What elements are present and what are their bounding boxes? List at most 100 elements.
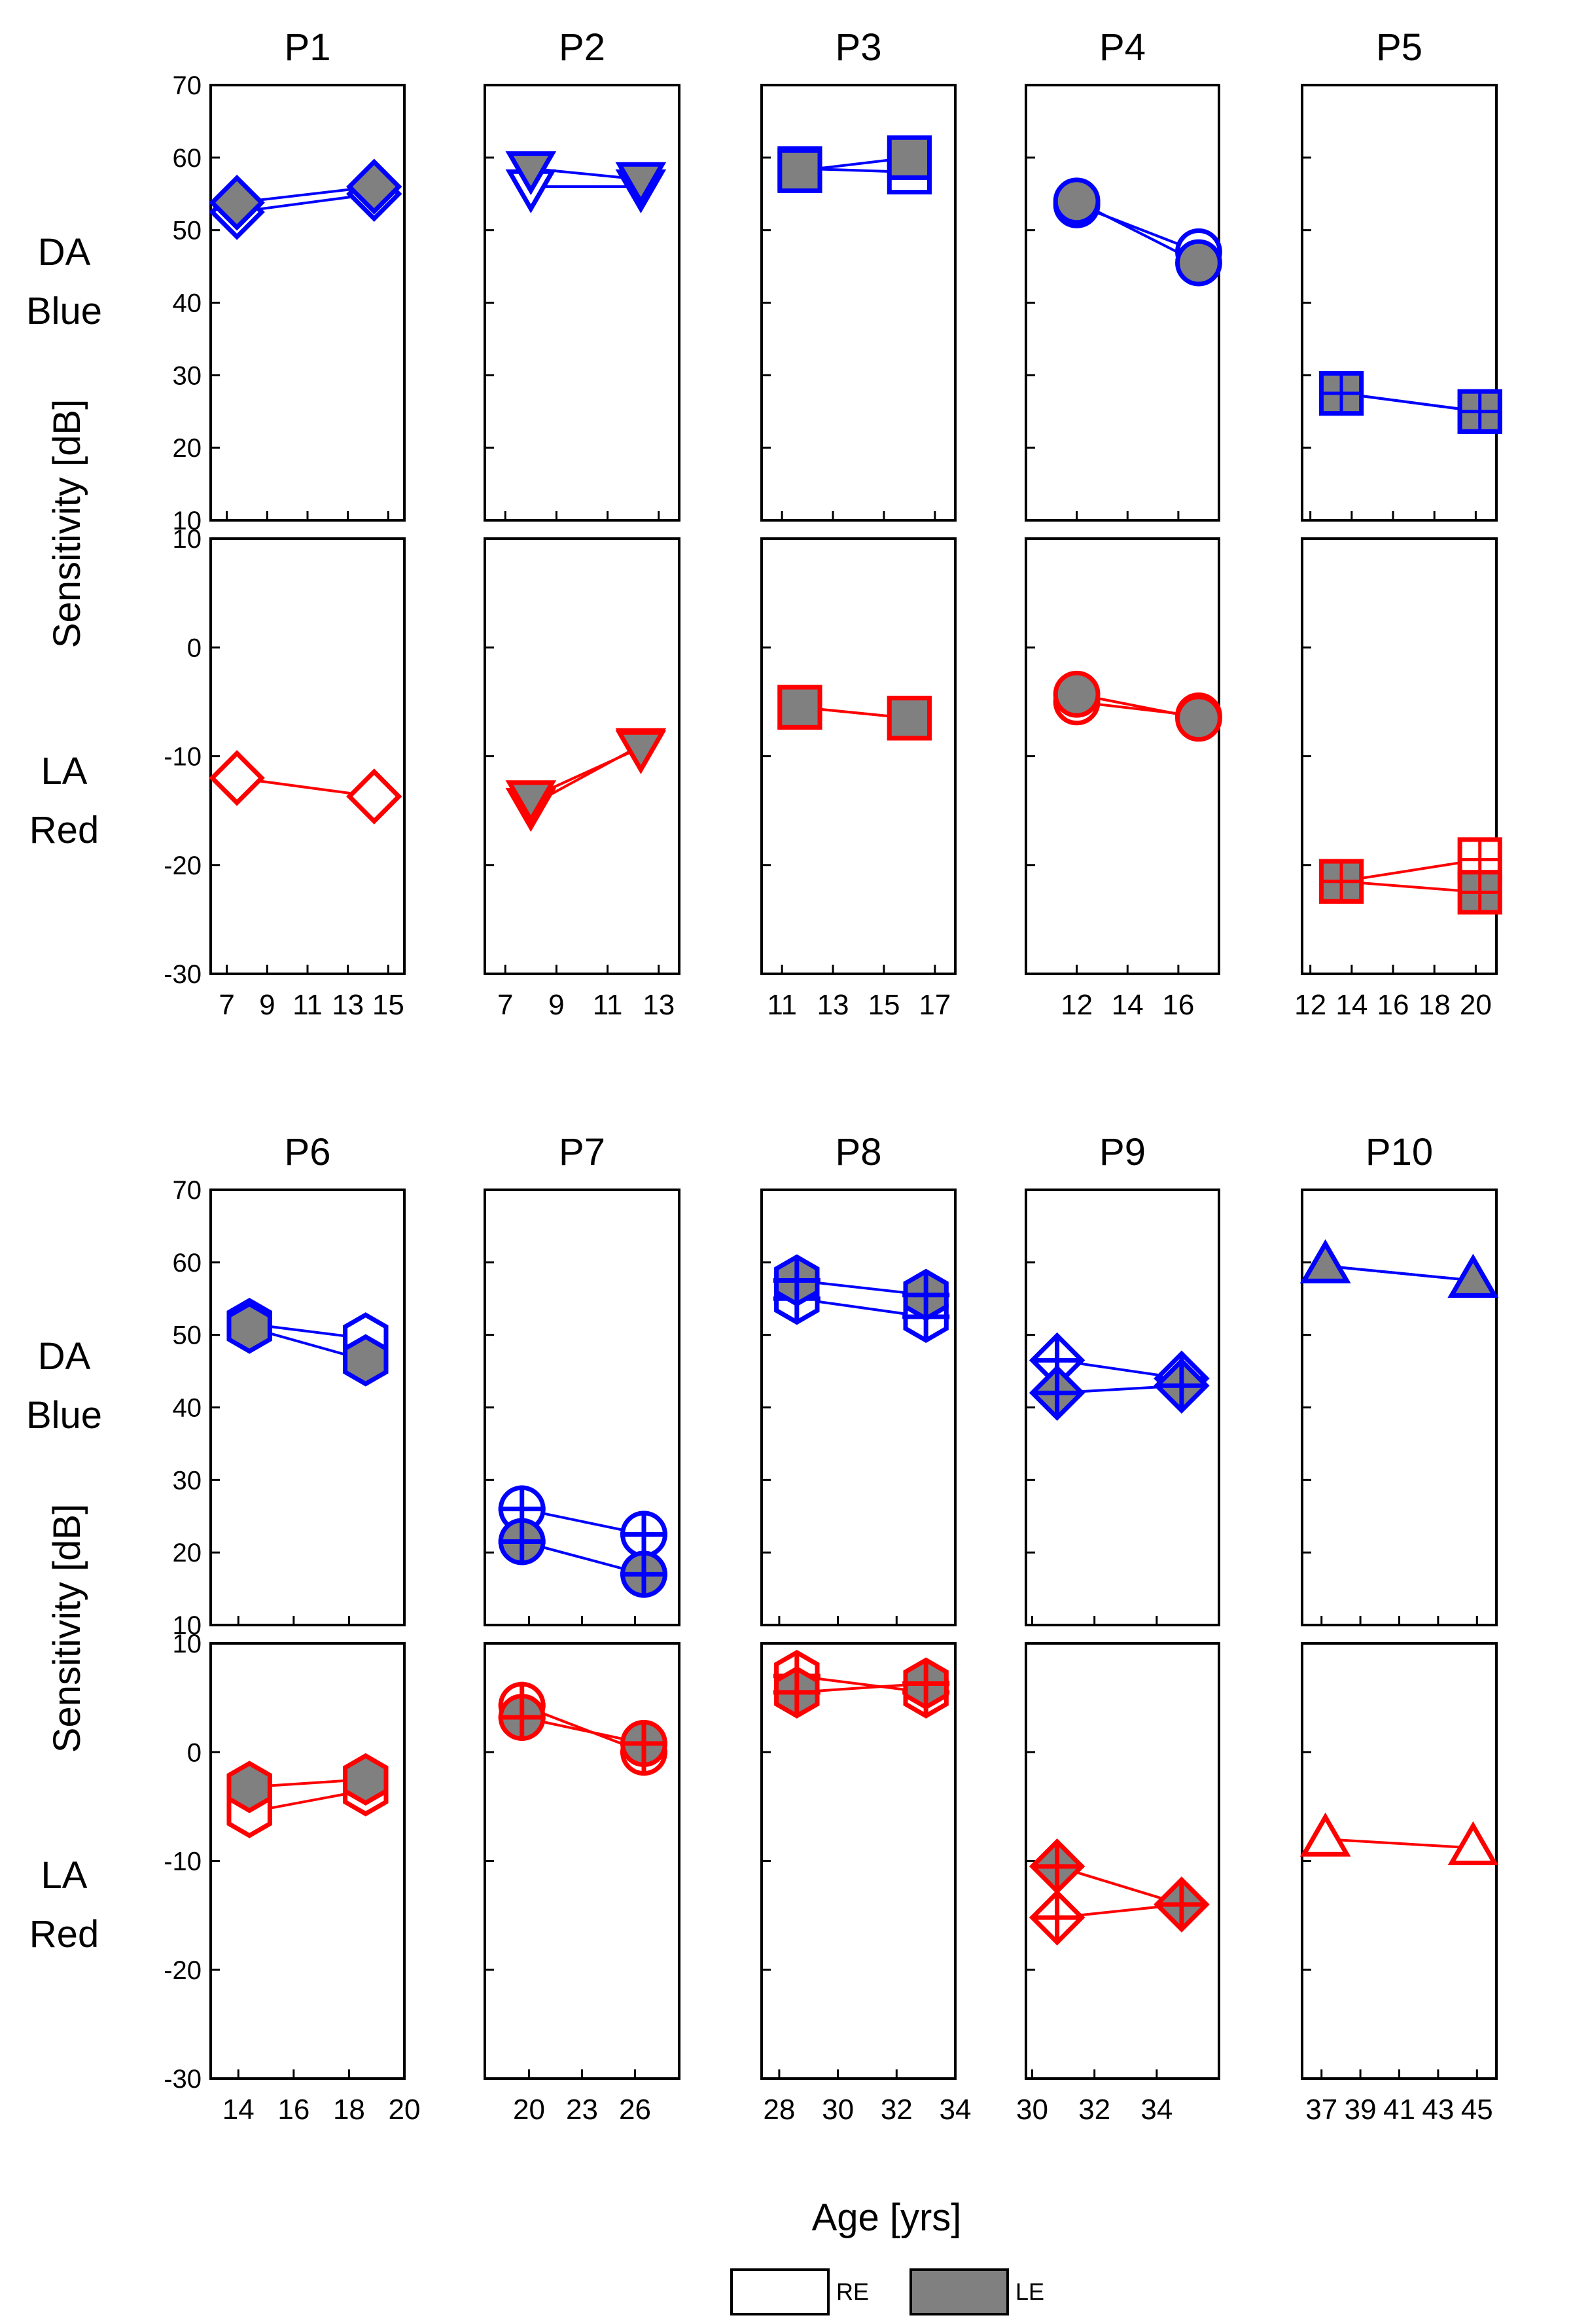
- panel-p8-la-red-le-point: [773, 1666, 821, 1719]
- panel-p7-xtick-label: 20: [513, 2094, 545, 2126]
- panel-p5-xtick-label: 12: [1294, 989, 1326, 1021]
- panel-p3-la-red-le-point: [777, 685, 822, 730]
- panel-p2-da-blue-frame: [484, 84, 680, 522]
- panel-p1-da-blue-ytick-label: 30: [173, 361, 202, 390]
- panel-p1-da-blue-le-point: [209, 174, 265, 231]
- panel-p1-da-blue-frame: [209, 84, 406, 522]
- panel-p7-da-blue-le-point: [498, 1518, 546, 1565]
- panel-p2-title: P2: [559, 26, 605, 69]
- panel-p9-da-blue-le-point: [1154, 1357, 1210, 1414]
- panel-p10-la-red-re-point-shape: [1299, 1812, 1351, 1857]
- panel-p4-xtick-label: 16: [1162, 989, 1194, 1021]
- row-label-top-2: DA Blue LA Red: [26, 1335, 102, 1956]
- panel-p1-da-blue-ytick-label: 40: [173, 289, 202, 318]
- panel-p1-da-blue-ytick-label: 20: [173, 434, 202, 463]
- panel-p2-la-red-le-point-shape: [615, 730, 667, 774]
- panel-p3-xtick-label: 11: [767, 989, 797, 1021]
- panel-p2-la-red-le-point: [505, 780, 557, 825]
- panel-p5-la-red-le-point: [1318, 859, 1364, 904]
- y-axis-label-1: Sensitivity [dB]: [46, 399, 88, 648]
- panel-p10-xtick-label: 45: [1461, 2094, 1493, 2126]
- panel-p6-da-blue-le-point-shape: [226, 1301, 272, 1354]
- panel-p8-la-red-le-point: [902, 1657, 950, 1710]
- row-label-red-1: Red: [29, 809, 99, 851]
- panel-p4-da-blue-frame: [1025, 84, 1220, 522]
- panel-p10-la-red-re-point: [1299, 1812, 1351, 1857]
- panel-p1-la-red-ytick-label: -20: [164, 851, 202, 880]
- panel-p4-la-red-le-point-shape: [1175, 694, 1222, 742]
- legend-le-swatch: [909, 2268, 1009, 2315]
- panel-p4-la-red-le-point: [1053, 670, 1101, 718]
- panel-p6-da-blue-ytick-label: 60: [173, 1249, 202, 1278]
- panel-p4-da-blue-le-point: [1053, 177, 1101, 225]
- panel-p3-la-red-le-point-shape: [887, 696, 932, 741]
- panel-p1-title: P1: [285, 26, 331, 69]
- panel-p3-title: P3: [836, 26, 882, 69]
- panel-p6-da-blue-ytick-label: 70: [173, 1176, 202, 1205]
- panel-p4-da-blue-le-point-shape: [1175, 239, 1222, 287]
- panel-p2-xtick-label: 13: [643, 989, 675, 1021]
- panel-p2-da-blue-le-point-shape: [615, 162, 667, 206]
- panel-p6-da-blue-ytick-label: 50: [173, 1321, 202, 1350]
- panel-p6-la-red-le-point: [343, 1753, 389, 1806]
- row-label-da-2: DA: [38, 1335, 91, 1378]
- panel-p9-da-blue-le-point: [1029, 1365, 1086, 1421]
- panel-p4-la-red-frame: [1025, 537, 1220, 975]
- panel-p1-la-red-ytick-label: 0: [187, 634, 202, 662]
- panel-p6-la-red-le-point-shape: [226, 1761, 272, 1814]
- panel-p1-da-blue-le-point: [346, 158, 402, 215]
- panel-p8-xtick-label: 30: [822, 2094, 854, 2126]
- panel-p3-la-red-frame: [760, 537, 957, 975]
- panel-p7-xtick-label: 23: [566, 2094, 598, 2126]
- panel-p1-da-blue-ytick-label: 70: [173, 71, 202, 100]
- panel-p4-la-red-le-point-shape: [1053, 670, 1101, 718]
- panel-p1-la-red-ytick-label: -10: [164, 743, 202, 772]
- panel-p8-xtick-label: 34: [940, 2094, 972, 2126]
- panel-p1-da-blue-ytick-label: 60: [173, 144, 202, 173]
- panel-p9-xtick-label: 32: [1078, 2094, 1110, 2126]
- panel-p10-la-red-re-point: [1447, 1821, 1499, 1865]
- panel-p6-da-blue-ytick-label: 30: [173, 1466, 202, 1495]
- legend-le-label: LE: [1015, 2278, 1044, 2305]
- row-label-la-2: LA: [41, 1854, 88, 1897]
- panel-p3-xtick-label: 15: [868, 989, 900, 1021]
- panel-p9-la-red-le-point: [1154, 1876, 1210, 1933]
- panel-p10-xtick-label: 37: [1305, 2094, 1337, 2126]
- panel-p1-da-blue-ytick-label: 50: [173, 217, 202, 245]
- panel-p5-la-red-re-line: [1341, 858, 1481, 883]
- panel-p8-xtick-label: 32: [881, 2094, 913, 2126]
- panel-p4-xtick-label: 14: [1112, 989, 1144, 1021]
- panel-p6-da-blue-le-point-shape: [343, 1334, 389, 1387]
- panel-p6-xtick-label: 16: [277, 2094, 309, 2126]
- panel-p2-da-blue-le-point-shape: [505, 151, 557, 196]
- panel-p8-da-blue-le-point: [773, 1254, 821, 1307]
- panel-p3-xtick-label: 17: [919, 989, 951, 1021]
- panel-p6-la-red-frame: [209, 1642, 406, 2080]
- x-axis-label: Age [yrs]: [812, 2196, 962, 2239]
- panel-p5-la-red-le-point: [1457, 870, 1502, 915]
- panel-p3-la-red-le-point-shape: [777, 685, 822, 730]
- panel-p3-da-blue-le-point-shape: [777, 148, 822, 193]
- panel-p6-la-red-le-point: [226, 1761, 272, 1814]
- panel-p3-da-blue-le-point-shape: [887, 135, 932, 180]
- panel-p2-da-blue-le-point: [505, 151, 557, 196]
- panel-p7-la-red-le-point: [620, 1719, 667, 1767]
- panel-p1-da-blue-ytick-label: 10: [173, 507, 202, 535]
- panel-p1-da-blue-le-point-shape: [346, 158, 402, 215]
- panel-p4-da-blue-le-point: [1175, 239, 1222, 287]
- panel-p2-xtick-label: 11: [593, 989, 623, 1021]
- panel-p6-title: P6: [285, 1131, 331, 1173]
- row-label-red-2: Red: [29, 1913, 99, 1956]
- panel-p1-xtick-label: 15: [372, 989, 404, 1021]
- legend-re-swatch: [730, 2268, 830, 2315]
- panel-p1-la-red-re-point-shape: [209, 750, 265, 806]
- panel-p10-da-blue-le-point: [1447, 1253, 1499, 1298]
- panel-p2-la-red-le-point: [615, 730, 667, 774]
- panel-p1-la-red-re-point: [346, 768, 402, 825]
- panel-p6-da-blue-le-point: [343, 1334, 389, 1387]
- axes-layer: [209, 84, 1498, 2080]
- panel-p2-da-blue-le-point: [615, 162, 667, 206]
- panel-p6-la-red-ytick-label: 0: [187, 1738, 202, 1767]
- panel-p4-xtick-label: 12: [1061, 989, 1093, 1021]
